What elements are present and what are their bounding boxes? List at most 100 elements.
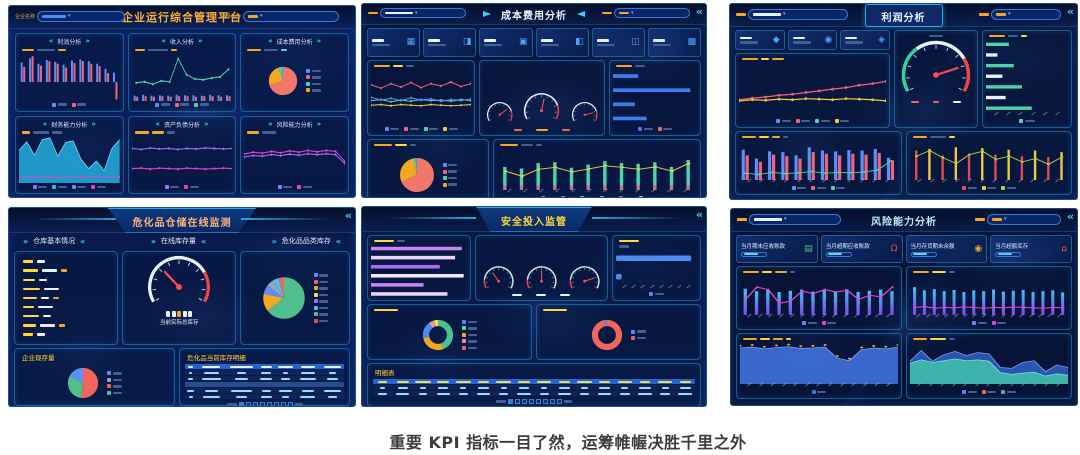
- panel-enterprise-stock: 企业现存量: [14, 348, 176, 406]
- chart-legend: [19, 101, 120, 109]
- legend-item: [52, 185, 67, 189]
- table-row: [373, 385, 695, 390]
- kpi-row: ◆ ◉ ◈: [735, 30, 891, 50]
- page-button[interactable]: [508, 399, 513, 404]
- doc-icon: ◧: [575, 37, 584, 47]
- legend-item: [462, 332, 477, 337]
- page-button[interactable]: [252, 402, 258, 406]
- panel-asset-liability: «资产负债分析»: [127, 115, 237, 194]
- page-button[interactable]: [238, 402, 244, 406]
- page-button[interactable]: [522, 399, 527, 404]
- funnel-icon: ◆: [772, 34, 780, 45]
- legend-item: [631, 336, 646, 340]
- panel-title: 财务能力分析: [51, 121, 88, 129]
- page-button[interactable]: [287, 402, 293, 406]
- page-button[interactable]: [543, 399, 548, 404]
- report-icon: ▣: [519, 37, 528, 47]
- chart-legend: [462, 319, 477, 350]
- page-button[interactable]: [529, 399, 534, 404]
- page-button[interactable]: [273, 402, 279, 406]
- kpi-card: 当月超额库存 ⌂: [990, 235, 1072, 263]
- bell-icon: Ω: [890, 243, 898, 254]
- panel-inventory-detail-table: 危化品当前库存明细: [179, 348, 350, 406]
- inventory-gauge: [148, 256, 211, 303]
- info-row: [20, 287, 112, 291]
- page-button[interactable]: [245, 402, 251, 406]
- panel-income-analysis: «收入分析»: [127, 33, 237, 112]
- page-button[interactable]: [266, 402, 272, 406]
- table-row: [185, 382, 344, 387]
- d3-header: ▾ 利润分析 ▾ «: [730, 4, 1077, 27]
- back-icon[interactable]: «: [344, 209, 352, 222]
- legend-item: [802, 321, 817, 325]
- chart-icon: ▦: [406, 37, 416, 47]
- dashboard-safety-investment: 安全投入监管 «: [361, 206, 707, 407]
- legend-item: [821, 321, 836, 325]
- page-title: 成本费用分析: [501, 10, 567, 22]
- wing-decoration: [33, 218, 123, 220]
- page-button[interactable]: [280, 402, 286, 406]
- table-header-row: [185, 364, 344, 369]
- legend-item: [306, 75, 321, 80]
- company-label: [736, 13, 746, 16]
- fund-usage-hbar-chart: [371, 246, 464, 296]
- legend-item: [107, 384, 122, 389]
- wing-decoration: [592, 217, 682, 219]
- panel-title: 风险能力分析: [276, 121, 313, 129]
- dashboard-cost-expense-analysis: ▾ 成本费用分析 ▾ « ▦ ◨ ▣ ◧ ◫ ▩: [361, 3, 707, 198]
- chart-legend: [132, 101, 233, 109]
- legend-item: [107, 371, 122, 376]
- legend-item: [442, 182, 458, 187]
- panel-major-cost-compare: [609, 60, 701, 136]
- year-select[interactable]: ▾: [987, 214, 1061, 225]
- table-row: [185, 388, 344, 393]
- chart-legend: [132, 183, 233, 191]
- kpi-card: ▩: [647, 28, 702, 57]
- caption: 重要 KPI 指标一目了然，运筹帷幄决胜千里之外: [389, 433, 747, 452]
- panel-general-structure-donut: [536, 304, 701, 360]
- page-button[interactable]: [536, 399, 541, 404]
- panel-general-fund-usage: [612, 235, 701, 301]
- company-select[interactable]: ▾: [748, 9, 848, 20]
- legend-item: [638, 127, 653, 131]
- company-select[interactable]: ▾: [380, 8, 466, 18]
- profit-bar-chart: [20, 55, 118, 99]
- legend-item: [306, 88, 321, 93]
- legend-item: [580, 196, 595, 197]
- year-select[interactable]: ▾: [991, 9, 1061, 20]
- page-title: 危化品仓储在线监测: [132, 217, 232, 229]
- chart-legend: [739, 184, 898, 192]
- legend-item: [638, 196, 653, 197]
- dashboard-hazmat-storage-monitor: 危化品仓储在线监测 « » 仓库基本情况 « » 在线库存量 « » 危化品品类库存 « 当…: [8, 207, 356, 407]
- dashboard-enterprise-platform: 企业名称 ▾ 企业运行综合管理平台 选择年份 ▾ «利润分析» «收入分析»: [8, 5, 356, 198]
- back-icon[interactable]: «: [1066, 5, 1074, 18]
- back-icon[interactable]: «: [1066, 210, 1074, 223]
- company-select[interactable]: ▾: [749, 214, 841, 225]
- page-title: 利润分析: [881, 12, 926, 24]
- info-row: [20, 305, 112, 309]
- legend-item: [599, 196, 614, 197]
- page-button[interactable]: [550, 399, 555, 404]
- info-row: [20, 296, 112, 300]
- chart-legend: [244, 183, 345, 191]
- panel-inventory-area: [736, 333, 902, 399]
- legend-item: [1001, 390, 1016, 394]
- page-button[interactable]: [557, 399, 562, 404]
- legend-item: [560, 196, 575, 197]
- year-select[interactable]: ▾: [243, 11, 339, 22]
- panel-detail-table: 明细表: [367, 363, 701, 406]
- chart-legend: [740, 319, 898, 327]
- back-icon[interactable]: «: [695, 208, 703, 221]
- panel-safety-gauges: [474, 235, 609, 301]
- page-button[interactable]: [515, 399, 520, 404]
- year-select[interactable]: ▾: [614, 8, 690, 18]
- kpi-card: ◨: [423, 28, 477, 57]
- company-select[interactable]: ▾: [37, 11, 126, 22]
- legend-item: [184, 185, 199, 189]
- page-button[interactable]: [259, 402, 265, 406]
- cost-rate-line-chart: [371, 80, 471, 107]
- chart-legend: [910, 388, 1068, 396]
- kpi-card: ◈: [840, 30, 891, 50]
- legend-item: [619, 196, 634, 197]
- back-icon[interactable]: «: [695, 5, 703, 18]
